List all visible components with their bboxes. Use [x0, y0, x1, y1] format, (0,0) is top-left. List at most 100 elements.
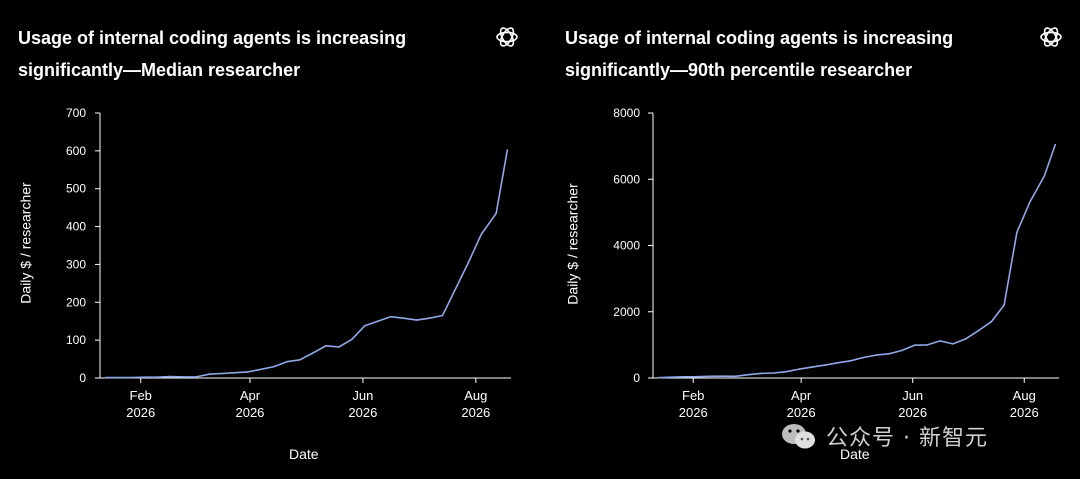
openai-logo-icon — [1038, 24, 1064, 50]
data-point — [977, 329, 980, 332]
data-point — [247, 371, 249, 373]
data-point — [156, 376, 159, 379]
data-point — [338, 346, 340, 348]
x-tick-label-year: 2026 — [679, 405, 708, 420]
chart-title-line-1: Usage of internal coding agents is incre… — [18, 28, 407, 48]
data-point — [454, 288, 457, 290]
data-point — [721, 375, 724, 378]
data-point — [913, 344, 916, 347]
data-point — [875, 354, 877, 356]
data-point — [670, 376, 673, 379]
data-point — [363, 325, 366, 327]
data-point — [208, 373, 210, 376]
data-point — [376, 320, 379, 323]
y-tick-label: 0 — [79, 371, 86, 385]
x-tick-label-month: Aug — [464, 388, 487, 403]
x-tick-label-month: Jun — [902, 388, 923, 403]
data-point — [734, 375, 737, 378]
line-chart-median: 0 100 200 300 400 500 600 700 Feb 2026 Apr 2026 Jun 2… — [66, 106, 511, 420]
x-tick-label-year: 2026 — [348, 405, 377, 420]
x-tick-label-year: 2026 — [1010, 405, 1039, 420]
data-point — [1003, 304, 1005, 306]
data-point — [441, 314, 444, 317]
data-point — [1043, 175, 1046, 177]
data-point — [760, 372, 762, 375]
data-point — [130, 376, 133, 379]
data-point — [747, 373, 749, 376]
data-point — [260, 368, 262, 371]
x-axis-label: Date — [289, 446, 319, 462]
data-point — [939, 340, 941, 342]
chart-title-line-2: significantly—90th percentile researcher — [565, 60, 913, 80]
chart-title-line-1: Usage of internal coding agents is incre… — [565, 28, 954, 48]
data-point — [849, 360, 852, 362]
data-point — [785, 370, 788, 373]
x-tick-label-year: 2026 — [898, 405, 927, 420]
x-tick-label-year: 2026 — [126, 405, 155, 420]
y-tick-label: 700 — [66, 106, 86, 120]
data-point — [495, 212, 498, 215]
data-point — [862, 356, 865, 359]
x-tick-label-year: 2026 — [461, 405, 490, 420]
data-point — [1016, 231, 1018, 234]
wechat-icon — [782, 424, 815, 449]
data-point — [798, 368, 801, 370]
data-point — [286, 360, 288, 363]
y-tick-label: 4000 — [613, 239, 640, 253]
x-axis-label: Date — [840, 446, 870, 462]
data-point — [480, 233, 483, 235]
data-point — [182, 376, 185, 378]
data-point — [221, 372, 223, 375]
y-tick-label: 100 — [66, 333, 86, 347]
data-point — [696, 375, 698, 378]
series-line — [105, 149, 509, 379]
data-point — [824, 364, 826, 366]
chart-panel-median: Usage of internal coding agents is incre… — [17, 22, 520, 462]
data-point — [299, 359, 301, 361]
data-point — [772, 372, 775, 374]
data-point — [351, 338, 353, 341]
y-tick-label: 200 — [66, 295, 86, 309]
watermark-text: 公众号 · 新智元 — [826, 426, 988, 451]
x-tick-label-month: Aug — [1013, 388, 1036, 403]
y-tick-label: 400 — [66, 220, 86, 234]
data-point — [657, 376, 660, 379]
y-tick-label: 500 — [66, 182, 86, 196]
chart-title-line-2: significantly—Median researcher — [18, 60, 301, 80]
y-tick-label: 6000 — [613, 172, 640, 186]
data-point — [143, 376, 146, 379]
series-line — [658, 144, 1057, 379]
x-tick-label-month: Apr — [791, 388, 812, 403]
data-point — [964, 338, 967, 340]
data-point — [926, 344, 929, 346]
chart-title: Usage of internal coding agents is incre… — [565, 22, 1015, 86]
data-point — [312, 352, 314, 354]
data-point — [467, 261, 470, 264]
data-point — [506, 149, 509, 151]
data-point — [990, 320, 993, 323]
y-tick-label: 300 — [66, 257, 86, 271]
openai-logo-icon — [494, 24, 520, 50]
x-tick-label-year: 2026 — [235, 405, 264, 420]
data-point — [1028, 201, 1031, 204]
chart-title: Usage of internal coding agents is incre… — [18, 22, 468, 86]
data-point — [888, 353, 890, 355]
data-point — [811, 366, 813, 368]
data-point — [402, 317, 405, 320]
line-chart-p90: 0 2000 4000 6000 8000 Feb 2026 Apr 2026 Jun 2026 Au… — [613, 106, 1059, 420]
data-point — [389, 315, 392, 318]
data-point — [428, 317, 431, 320]
x-tick-label-month: Jun — [352, 388, 373, 403]
data-point — [117, 376, 120, 379]
data-point — [104, 376, 107, 379]
y-tick-label: 600 — [66, 144, 86, 158]
data-point — [900, 349, 903, 352]
data-point — [952, 343, 954, 345]
data-point — [415, 319, 418, 321]
x-tick-label-month: Feb — [130, 388, 152, 403]
data-point — [325, 345, 327, 347]
y-axis-label: Daily $ / researcher — [17, 182, 34, 304]
x-tick-label-month: Feb — [682, 388, 704, 403]
y-tick-label: 8000 — [613, 106, 640, 120]
data-point — [1054, 143, 1057, 146]
